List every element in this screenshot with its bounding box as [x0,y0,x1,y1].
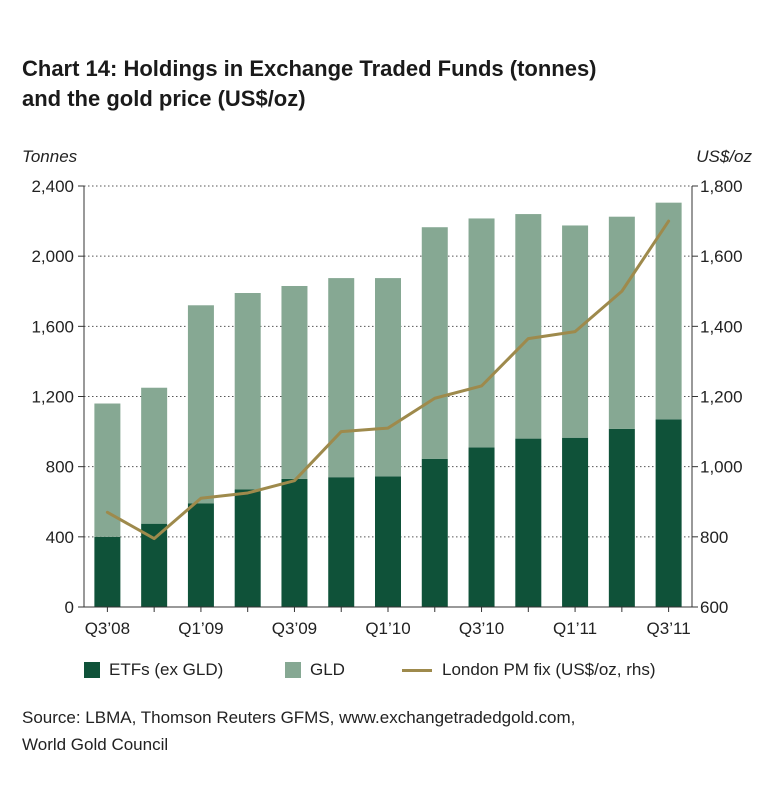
bar-gld [421,227,448,459]
bars [94,202,682,607]
bar-gld [515,214,542,439]
x-axis-tick-label: Q1’10 [365,619,410,638]
left-axis-tick-label: 0 [65,598,74,617]
left-axis-tick-label: 2,000 [31,247,74,266]
bar-gld [608,216,635,429]
right-axis-label: US$/oz [696,147,752,166]
x-axis-tick-label: Q3’09 [272,619,317,638]
left-axis-tick-label: 1,200 [31,388,74,407]
x-axis-tick-label: Q1’09 [178,619,223,638]
chart-plot: Tonnes US$/oz 0 400 800 1,200 1,600 2,000 2,40… [22,147,752,638]
bar-etfs-ex-gld [328,477,355,607]
axes: 0 400 800 1,200 1,600 2,000 2,400 600 800 1,000 1,… [31,177,742,638]
bar-etfs-ex-gld [655,419,682,607]
bar-etfs-ex-gld [375,476,401,607]
bar-gld [655,202,682,420]
right-axis-tick-label: 1,600 [700,247,743,266]
left-axis-label: Tonnes [22,147,78,166]
bar-etfs-ex-gld [141,523,168,607]
bar-etfs-ex-gld [94,536,121,607]
legend-label-etfs: ETFs (ex GLD) [109,660,224,679]
bar-etfs-ex-gld [421,458,448,607]
bar-etfs-ex-gld [187,503,214,607]
bar-gld [141,387,168,524]
left-axis-tick-label: 1,600 [31,317,74,336]
right-axis-tick-label: 1,400 [700,317,743,336]
x-axis-tick-label: Q3’10 [459,619,504,638]
legend-swatch-gld [285,662,301,678]
right-axis-tick-label: 1,000 [700,458,743,477]
chart-title: Chart 14: Holdings in Exchange Traded Fu… [22,54,742,114]
legend-label-gld: GLD [310,660,345,679]
legend-item-gld: GLD [285,658,345,682]
bar-gld [375,278,401,477]
x-axis-tick-label: Q1’11 [553,619,597,638]
legend-item-etfs: ETFs (ex GLD) [84,658,223,682]
left-axis-tick-label: 800 [46,458,74,477]
gold-price-line [105,219,671,541]
source-line-2: World Gold Council [22,735,169,754]
right-axis-tick-label: 800 [700,528,728,547]
bar-gld [234,293,261,490]
x-axis-tick-label: Q3’08 [85,619,130,638]
chart-title-line-2: and the gold price (US$/oz) [22,86,306,111]
left-axis-tick-label: 2,400 [31,177,74,196]
bar-etfs-ex-gld [281,478,308,607]
bar-gld [187,305,214,504]
legend-swatch-etfs [84,662,100,678]
legend-item-gold-price: London PM fix (US$/oz, rhs) [402,658,656,682]
bar-gld [281,285,308,479]
bar-etfs-ex-gld [468,447,495,607]
legend: ETFs (ex GLD) GLD London PM fix (US$/oz,… [84,658,764,682]
right-axis-tick-label: 1,200 [700,388,743,407]
x-axis-tick-label: Q3’11 [647,619,691,638]
legend-label-gold-price: London PM fix (US$/oz, rhs) [442,660,656,679]
bar-gld [328,278,355,478]
chart-title-line-1: Chart 14: Holdings in Exchange Traded Fu… [22,56,597,81]
legend-swatch-gold-price [402,668,432,672]
bar-etfs-ex-gld [234,489,261,607]
right-axis-tick-label: 600 [700,598,728,617]
bar-etfs-ex-gld [562,437,589,607]
source-note: Source: LBMA, Thomson Reuters GFMS, www.… [22,704,742,758]
bar-gld [94,403,121,537]
bar-etfs-ex-gld [608,428,635,607]
bar-gld [468,218,495,448]
gold-price-line-group [105,219,671,541]
bar-etfs-ex-gld [515,438,542,607]
source-line-1: Source: LBMA, Thomson Reuters GFMS, www.… [22,708,576,727]
left-axis-tick-label: 400 [46,528,74,547]
right-axis-tick-label: 1,800 [700,177,743,196]
